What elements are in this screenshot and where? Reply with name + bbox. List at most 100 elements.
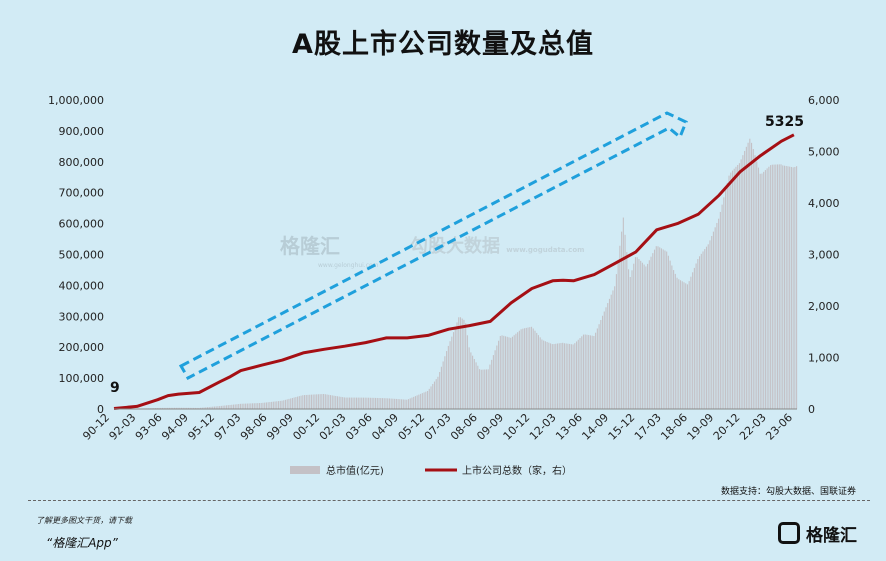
market-value-bar <box>503 335 505 409</box>
market-value-bar <box>238 404 240 409</box>
legend-bar-label: 总市值(亿元) <box>326 464 384 477</box>
market-value-bar <box>331 395 333 409</box>
market-value-bar <box>752 149 754 410</box>
market-value-bar <box>757 167 760 409</box>
market-value-bar <box>619 245 621 409</box>
market-value-bar <box>555 343 557 409</box>
market-value-bar <box>783 165 786 409</box>
market-value-bar <box>404 399 406 409</box>
market-value-bar <box>236 404 238 409</box>
market-value-bar <box>624 234 626 409</box>
market-value-bar <box>201 407 203 409</box>
market-value-bar <box>442 361 444 409</box>
market-value-bar <box>340 396 342 409</box>
market-value-bar <box>328 394 330 409</box>
market-value-bar <box>219 406 221 409</box>
market-value-bar <box>789 166 791 409</box>
market-value-bar <box>693 267 695 409</box>
market-value-bar <box>380 398 382 409</box>
market-value-bar <box>262 402 264 409</box>
market-value-bar <box>293 397 295 409</box>
market-value-bar <box>258 403 261 409</box>
market-value-bar <box>295 397 297 409</box>
market-value-bar <box>589 335 591 409</box>
market-value-bar <box>366 397 368 409</box>
market-value-bar <box>354 397 356 409</box>
market-value-bar <box>723 197 725 409</box>
market-value-bar <box>477 365 479 409</box>
market-value-bar <box>324 394 326 409</box>
market-value-bar <box>738 163 740 409</box>
market-value-bar <box>407 399 410 409</box>
market-value-bar <box>484 369 486 409</box>
market-value-bar <box>433 381 436 409</box>
market-value-bar <box>638 259 640 409</box>
x-tick-label: 93-06 <box>133 411 165 443</box>
market-value-bar <box>167 407 169 409</box>
market-value-bar <box>790 166 792 409</box>
market-value-bar <box>208 406 210 409</box>
market-value-bar <box>165 407 167 409</box>
market-value-bar <box>466 335 468 409</box>
market-value-bar <box>629 276 631 409</box>
market-value-bar <box>536 332 538 409</box>
market-value-bar <box>662 249 664 409</box>
line-series <box>113 133 795 410</box>
market-value-bar <box>427 390 429 409</box>
x-tick-label: 07-03 <box>422 411 454 443</box>
market-value-bar <box>595 332 597 409</box>
market-value-bar <box>163 407 165 409</box>
market-value-bar <box>428 388 430 409</box>
market-value-bar <box>439 372 441 409</box>
market-value-bar <box>659 247 661 409</box>
download-note: 了解更多图文干货，请下载 <box>36 516 132 525</box>
market-value-bar <box>603 311 605 409</box>
market-value-bar <box>598 324 600 409</box>
market-value-bar <box>520 329 522 409</box>
market-value-bar <box>621 231 623 409</box>
market-value-bar <box>312 394 314 409</box>
market-value-bar <box>626 252 628 409</box>
market-value-bar <box>305 394 307 409</box>
market-value-bar <box>504 336 507 409</box>
market-value-bar <box>572 344 574 409</box>
market-value-bar <box>277 401 280 409</box>
x-tick-label: 97-03 <box>212 411 244 443</box>
market-value-bar <box>695 263 697 409</box>
market-value-bar <box>217 406 219 409</box>
market-value-bar <box>310 394 313 409</box>
market-value-bar <box>177 407 179 409</box>
market-value-bar <box>556 343 559 409</box>
market-value-bar <box>355 397 358 409</box>
market-value-bar <box>718 218 720 409</box>
market-value-bar <box>537 335 539 409</box>
market-value-bar <box>409 398 411 409</box>
market-value-bar <box>395 398 397 409</box>
market-value-bar <box>245 403 247 409</box>
market-value-bar <box>653 249 656 409</box>
market-value-bar <box>186 407 188 409</box>
market-value-bar <box>472 355 474 409</box>
market-value-bar <box>307 394 309 409</box>
market-value-bar <box>452 332 455 409</box>
market-value-bar <box>321 394 323 409</box>
market-value-bar <box>359 397 361 409</box>
y-right-tick-label: 4,000 <box>808 197 840 210</box>
market-value-bar <box>180 407 183 409</box>
market-value-bar <box>239 403 241 409</box>
divider <box>28 500 870 501</box>
market-value-bar <box>707 244 709 409</box>
market-value-bar <box>212 406 214 409</box>
market-value-bar <box>168 407 170 409</box>
market-value-bar <box>243 403 245 409</box>
x-tick-label: 10-12 <box>501 411 533 443</box>
x-tick-label: 17-03 <box>632 411 664 443</box>
market-value-bar <box>172 407 174 409</box>
market-value-bar <box>252 403 254 409</box>
market-value-bar <box>719 211 721 409</box>
market-value-bar <box>530 326 533 409</box>
market-value-bar <box>309 394 311 409</box>
market-value-bar <box>735 166 737 409</box>
market-value-bar <box>297 396 299 409</box>
market-value-bar <box>794 167 796 409</box>
